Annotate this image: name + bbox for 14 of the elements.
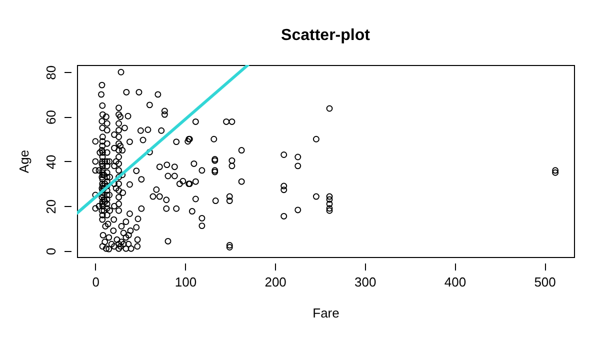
x-tick-label: 200 xyxy=(264,274,286,290)
y-axis-title: Age xyxy=(16,150,32,174)
y-tick-label: 80 xyxy=(44,65,58,80)
x-tick-label: 400 xyxy=(444,274,466,290)
y-tick-label: 20 xyxy=(44,199,58,214)
y-tick-label: 40 xyxy=(44,154,58,170)
y-tick-label: 0 xyxy=(44,248,58,255)
x-tick-label: 500 xyxy=(534,274,556,290)
chart-title: Scatter-plot xyxy=(281,26,371,44)
x-tick-label: 300 xyxy=(354,274,376,290)
x-axis-title: Fare xyxy=(312,306,340,320)
y-tick-label: 60 xyxy=(44,110,58,125)
x-tick-label: 100 xyxy=(174,274,197,290)
x-tick-label: 0 xyxy=(92,274,100,290)
